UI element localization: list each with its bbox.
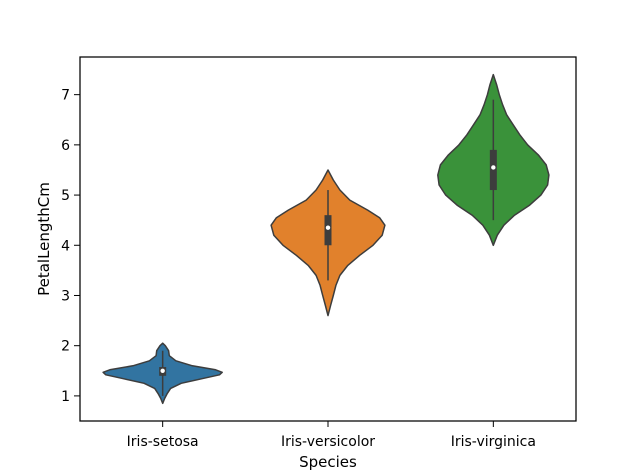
y-tick-label: 5 <box>61 188 70 204</box>
x-tick-label: Iris-versicolor <box>281 434 375 450</box>
y-axis-label: PetalLengthCm <box>35 182 53 296</box>
violins-layer <box>102 73 550 405</box>
x-tick-label: Iris-virginica <box>451 434 536 450</box>
y-tick-label: 7 <box>61 88 70 104</box>
y-tick-label: 3 <box>61 288 70 304</box>
x-axis-label: Species <box>299 453 357 471</box>
y-tick-label: 6 <box>61 138 70 154</box>
y-tick-label: 2 <box>61 339 70 355</box>
y-axis-ticks: 1 2 3 4 5 6 7 <box>61 88 80 405</box>
x-tick-label: Iris-setosa <box>127 434 199 450</box>
violin-median-dot <box>491 165 496 170</box>
violin-median-dot <box>325 225 331 230</box>
y-tick-label: 4 <box>61 238 70 254</box>
y-tick-label: 1 <box>61 389 70 405</box>
x-axis-ticks: Iris-setosa Iris-versicolor Iris-virginica <box>127 421 536 450</box>
violin-median-dot <box>160 368 165 373</box>
violin-iqr-box <box>489 149 497 191</box>
violin-iqr-box <box>324 215 332 246</box>
